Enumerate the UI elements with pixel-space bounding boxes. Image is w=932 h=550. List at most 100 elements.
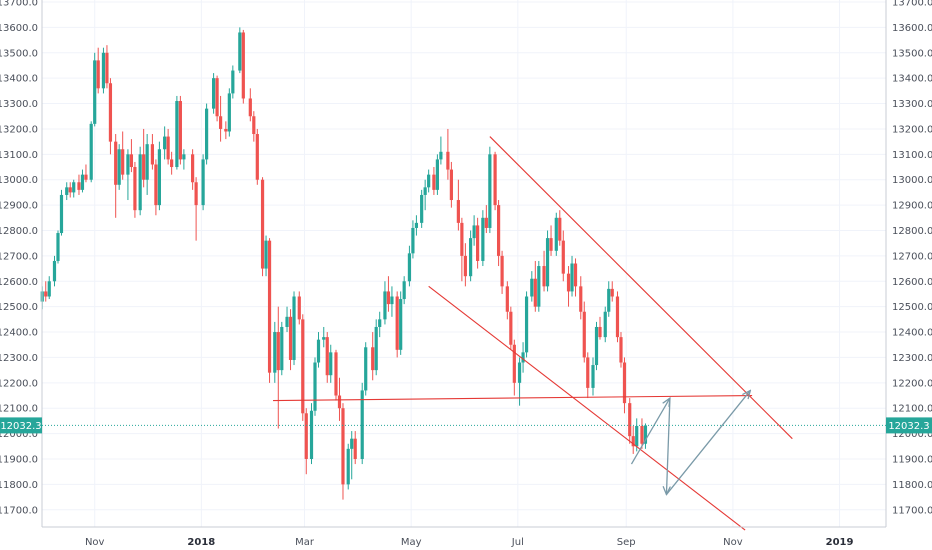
candle [238, 27, 242, 74]
candle-body [89, 123, 93, 180]
candle [586, 352, 590, 399]
candle-body [456, 200, 460, 223]
candle-body [545, 238, 550, 287]
candle-body [591, 365, 595, 388]
candle-body [619, 337, 623, 363]
y-tick-label-right: 12800.0 [892, 226, 932, 237]
candle [276, 306, 280, 429]
candle-body [224, 128, 228, 132]
candle [285, 306, 289, 333]
candle [493, 151, 497, 211]
candle [154, 159, 158, 216]
candle [301, 314, 305, 421]
candle-body [610, 288, 614, 297]
candle-body [276, 332, 280, 371]
candle [505, 281, 509, 320]
candle-body [201, 159, 205, 206]
candle [549, 225, 553, 256]
y-tick-label-right: 11700.0 [892, 505, 932, 516]
y-tick-label-left: 12400.0 [0, 328, 38, 339]
candle-body [297, 296, 301, 320]
candle-body [439, 151, 443, 160]
candle-body [607, 288, 611, 312]
candle-body [288, 316, 293, 360]
candle [509, 306, 513, 350]
candle-body [420, 194, 424, 223]
candle [337, 377, 342, 421]
candle-body [432, 174, 436, 190]
candle-body [309, 410, 314, 459]
candle-body [105, 52, 109, 84]
candle [334, 349, 338, 401]
candle [80, 169, 85, 193]
candle-body [129, 154, 134, 168]
candle [530, 271, 534, 302]
candle-body [449, 169, 453, 201]
candle-body [566, 273, 571, 292]
candle [218, 95, 223, 142]
y-tick-label-right: 11800.0 [892, 480, 932, 491]
candle-body [549, 238, 553, 251]
candle-body [166, 136, 170, 160]
y-tick-label-left: 13000.0 [0, 175, 38, 186]
candle [166, 128, 170, 165]
candle-body [640, 425, 644, 444]
candle-body [238, 32, 242, 71]
candle [628, 398, 632, 444]
candle [496, 200, 501, 267]
candle-body [145, 144, 149, 180]
candle-body [635, 425, 639, 447]
candle [545, 230, 550, 292]
candle [570, 255, 574, 297]
candle [142, 128, 146, 188]
last-price-label-left: 12032.3 [0, 421, 41, 432]
x-tick-label: May [401, 537, 422, 548]
candle [561, 230, 565, 282]
candle [631, 425, 635, 454]
candle-body [255, 134, 259, 180]
candle-body [402, 281, 406, 300]
candle [360, 382, 364, 465]
y-tick-label-right: 12100.0 [892, 404, 932, 415]
candle-body [353, 438, 357, 459]
y-tick-label-left: 12200.0 [0, 378, 38, 389]
candle-body [573, 263, 578, 287]
y-tick-label-right: 13000.0 [892, 175, 932, 186]
candle [610, 281, 614, 302]
trendline-horizontal-resistance [273, 394, 753, 402]
x-tick-label: Nov [723, 537, 743, 548]
candle [488, 146, 492, 234]
candle [456, 179, 460, 231]
x-tick-label: Mar [295, 537, 315, 548]
candle-body [399, 299, 403, 350]
y-tick-label-right: 12300.0 [892, 353, 932, 364]
candle [65, 182, 69, 201]
candle-body [488, 154, 492, 228]
trendline-channel-lower [428, 285, 746, 531]
candle [439, 136, 443, 165]
candle [267, 238, 272, 383]
candle-body [628, 403, 632, 437]
candle-body [469, 238, 473, 277]
candle-body [374, 326, 378, 371]
candle-body [211, 78, 216, 109]
candle [390, 286, 394, 317]
candle [72, 179, 76, 198]
candle [241, 29, 245, 104]
drawings [273, 136, 793, 531]
candle-body [414, 222, 419, 228]
candle-body [133, 167, 137, 211]
y-tick-label-right: 12600.0 [892, 277, 932, 288]
candle [313, 357, 317, 416]
candle-body [558, 217, 562, 241]
y-tick-label-left: 12900.0 [0, 201, 38, 212]
y-tick-label-left: 11700.0 [0, 505, 38, 516]
y-tick-label-left: 12600.0 [0, 277, 38, 288]
x-tick-label: Jul [511, 537, 524, 548]
candle-body [493, 154, 497, 206]
candle-body [364, 347, 368, 391]
candle-body [533, 278, 537, 307]
candle [420, 189, 424, 228]
